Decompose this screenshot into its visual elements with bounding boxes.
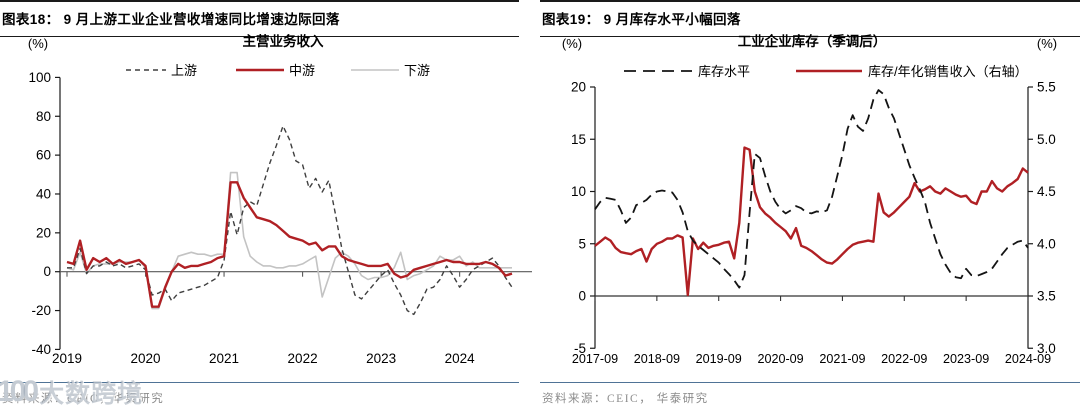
figure-18-panel: 图表18： 9 月上游工业企业营收增速同比增速边际回落 100 80 60 40 20 0… [0, 0, 532, 415]
x-axis-tick-label: 2019-09 [696, 352, 742, 366]
right-y-tick-label: 5.5 [1037, 80, 1056, 95]
right-axis-unit: (%) [1037, 36, 1057, 51]
left-axis-unit: (%) [562, 36, 582, 51]
x-axis-tick-label: 2021-09 [819, 352, 865, 366]
right-y-tick-label: 3.5 [1037, 289, 1056, 304]
x-axis-tick-label: 2020-09 [757, 352, 803, 366]
left-y-tick-label: 10 [571, 184, 586, 199]
right-y-tick-label: 3.0 [1037, 341, 1056, 356]
divider-line [540, 382, 1080, 383]
legend-label-inventory-sales-ratio: 库存/年化销售收入（右轴） [868, 64, 1028, 79]
x-axis-tick-label: 2024-09 [1005, 352, 1051, 366]
legend-item-downstream: 下游 [351, 63, 430, 78]
figure-18-header: 图表18： 9 月上游工业企业营收增速同比增速边际回落 [0, 0, 519, 37]
legend-label-inventory-level: 库存水平 [698, 64, 750, 79]
chart-title: 主营业务收入 [243, 33, 324, 49]
series-inventory-sales-ratio-line [594, 146, 1029, 297]
legend-item-inventory-level: 库存水平 [624, 64, 750, 79]
legend-item-upstream: 上游 [126, 63, 197, 78]
figure-19-header: 图表19： 9 月库存水平小幅回落 [540, 0, 1080, 37]
x-axis-tick-label: 2022-09 [881, 352, 927, 366]
figure-18-source: 资料来源：CEIC，华泰研究 [2, 393, 165, 405]
y-axis-tick-label: -20 [31, 303, 51, 318]
x-axis-tick-label: 2018-09 [634, 352, 680, 366]
y-axis-tick-label: 80 [36, 109, 51, 124]
right-y-tick-label: 4.0 [1037, 236, 1056, 251]
left-y-tick-label: 0 [578, 289, 586, 304]
inventory-chart: 20 15 10 5 0 -5 5.5 5.0 4.5 4.0 3.5 3.0 2017-09 2018-… [562, 33, 1057, 366]
right-y-tick-label: 4.5 [1037, 184, 1056, 199]
y-axis-tick-label: 100 [28, 70, 51, 85]
x-axis-tick-label: 2020 [131, 351, 161, 366]
left-y-tick-label: 5 [578, 236, 586, 251]
y-axis-tick-label: 0 [43, 264, 51, 279]
legend-item-midstream: 中游 [236, 63, 315, 78]
y-axis-tick-label: 40 [36, 186, 51, 201]
x-axis-tick-label: 2017-09 [572, 352, 618, 366]
series-upstream-line [67, 125, 513, 316]
series-inventory-level-line [594, 89, 1029, 289]
y-axis-unit: (%) [28, 36, 48, 51]
x-axis-tick-label: 2021 [209, 351, 239, 366]
figure-19-source: 资料来源：CEIC， 华泰研究 [542, 393, 709, 405]
right-y-tick-label: 5.0 [1037, 132, 1056, 147]
legend-label-midstream: 中游 [289, 63, 315, 78]
legend-item-inventory-sales-ratio: 库存/年化销售收入（右轴） [796, 64, 1028, 79]
y-axis-tick-label: 60 [36, 148, 51, 163]
x-axis-tick-label: 2022 [288, 351, 318, 366]
x-axis-tick-label: 2023 [366, 351, 396, 366]
series-midstream-line [66, 181, 513, 308]
figure-19-panel: 图表19： 9 月库存水平小幅回落 20 15 10 5 0 -5 5.5 5.0 4.5 4.0… [540, 0, 1080, 415]
chart-title: 工业企业库存（季调后） [738, 33, 887, 49]
y-axis-tick-label: -40 [31, 342, 51, 357]
y-axis-tick-label: 20 [36, 225, 51, 240]
x-axis-tick-label: 2019 [52, 351, 82, 366]
x-axis-tick-label: 2024 [445, 351, 476, 366]
left-y-tick-label: 15 [571, 132, 586, 147]
left-y-tick-label: 20 [571, 80, 586, 95]
legend-label-upstream: 上游 [171, 63, 197, 78]
left-y-tick-label: -5 [574, 341, 586, 356]
divider-line [0, 382, 519, 383]
legend-label-downstream: 下游 [404, 63, 430, 78]
x-axis-tick-label: 2023-09 [943, 352, 989, 366]
series-downstream-line [66, 171, 512, 310]
